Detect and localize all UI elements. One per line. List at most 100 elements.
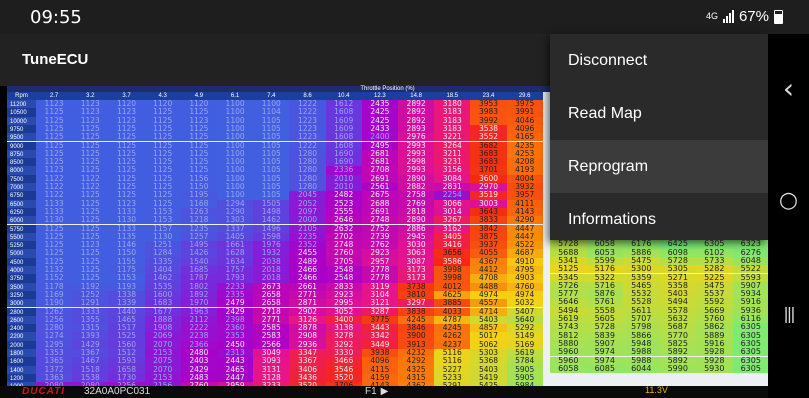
map-cell[interactable]: 5303 xyxy=(470,349,507,358)
map-cell[interactable]: 1125 xyxy=(180,158,217,167)
map-cell[interactable]: 2429 xyxy=(180,365,217,374)
map-cell[interactable]: 3466 xyxy=(325,357,362,366)
map-cell[interactable]: 1123 xyxy=(72,108,109,117)
map-cell[interactable]: 5593 xyxy=(732,273,769,282)
map-cell[interactable]: 1125 xyxy=(36,124,73,134)
map-cell[interactable]: 3775 xyxy=(361,315,398,325)
map-cell[interactable]: 5733 xyxy=(696,256,733,266)
map-cell[interactable]: 4165 xyxy=(506,133,543,142)
map-cell[interactable]: 3838 xyxy=(398,307,435,316)
map-cell[interactable]: 1426 xyxy=(180,249,217,258)
map-cell[interactable]: 5619 xyxy=(550,315,587,324)
map-cell[interactable]: 2105 xyxy=(289,224,326,233)
map-cell[interactable]: 1122 xyxy=(36,174,73,183)
map-cell[interactable]: 4447 xyxy=(506,224,543,233)
map-cell[interactable]: 2632 xyxy=(325,224,362,233)
map-cell[interactable]: 2993 xyxy=(398,141,435,150)
map-cell[interactable]: 4245 xyxy=(398,315,435,325)
map-cell[interactable]: 4290 xyxy=(506,216,543,225)
map-cell[interactable]: 2336 xyxy=(325,166,362,175)
map-cell[interactable]: 4974 xyxy=(470,290,507,300)
map-cell[interactable]: 5125 xyxy=(550,265,587,274)
map-cell[interactable]: 5936 xyxy=(732,306,769,315)
map-cell[interactable]: 5892 xyxy=(659,348,696,357)
map-cell[interactable]: 1355 xyxy=(72,315,109,325)
map-cell[interactable]: 5770 xyxy=(659,331,696,340)
map-cell[interactable]: 4115 xyxy=(361,365,398,374)
map-cell[interactable]: 3292 xyxy=(325,340,362,349)
map-cell[interactable]: 4253 xyxy=(506,149,543,159)
map-cell[interactable]: 1593 xyxy=(108,357,145,366)
map-cell[interactable]: 1608 xyxy=(325,141,362,150)
back-icon[interactable]: ‹ xyxy=(782,72,795,105)
map-cell[interactable]: 2886 xyxy=(398,224,435,233)
map-cell[interactable]: 3342 xyxy=(361,332,398,341)
map-cell[interactable]: 5345 xyxy=(550,273,587,282)
map-cell[interactable]: 4708 xyxy=(470,274,507,283)
map-cell[interactable]: 2466 xyxy=(289,266,326,275)
map-cell[interactable]: 1462 xyxy=(253,216,290,225)
map-cell[interactable]: 1125 xyxy=(108,133,145,142)
map-cell[interactable]: 1222 xyxy=(289,141,326,150)
map-cell[interactable]: 1970 xyxy=(180,299,217,308)
map-cell[interactable]: 2153 xyxy=(144,349,181,358)
map-cell[interactable]: 1125 xyxy=(72,166,109,175)
map-cell[interactable]: 1404 xyxy=(144,266,181,275)
map-cell[interactable]: 5669 xyxy=(696,306,733,315)
map-cell[interactable]: 3030 xyxy=(398,241,435,250)
map-cell[interactable]: 1125 xyxy=(36,108,73,117)
map-cell[interactable]: 3180 xyxy=(434,100,471,109)
map-cell[interactable]: 3049 xyxy=(253,349,290,358)
map-cell[interactable]: 3538 xyxy=(470,124,507,134)
map-cell[interactable]: 1787 xyxy=(180,274,217,283)
map-cell[interactable]: 1190 xyxy=(36,299,73,308)
map-cell[interactable]: 1223 xyxy=(289,116,326,125)
map-cell[interactable]: 2480 xyxy=(180,349,217,358)
map-cell[interactable]: 4910 xyxy=(506,257,543,266)
map-cell[interactable]: 1125 xyxy=(108,183,145,192)
map-cell[interactable]: 3416 xyxy=(434,241,471,250)
map-cell[interactable]: 3810 xyxy=(398,290,435,300)
map-cell[interactable]: 1685 xyxy=(180,266,217,275)
map-cell[interactable]: 1123 xyxy=(36,166,73,175)
menu-item-reprogram[interactable]: Reprogram xyxy=(550,140,768,193)
map-cell[interactable]: 2758 xyxy=(398,191,435,200)
map-cell[interactable]: 3084 xyxy=(434,174,471,183)
map-cell[interactable]: 5974 xyxy=(586,356,623,365)
map-cell[interactable]: 4096 xyxy=(506,124,543,134)
map-cell[interactable]: 2254 xyxy=(434,191,471,200)
map-cell[interactable]: 2646 xyxy=(325,216,362,225)
map-cell[interactable]: 2403 xyxy=(180,357,217,366)
map-cell[interactable]: 2976 xyxy=(398,133,435,142)
map-cell[interactable]: 5825 xyxy=(659,339,696,349)
map-cell[interactable]: 2153 xyxy=(144,373,181,383)
map-cell[interactable]: 1133 xyxy=(36,199,73,208)
map-cell[interactable]: 3846 xyxy=(398,324,435,333)
map-cell[interactable]: 1730 xyxy=(108,373,145,383)
map-cell[interactable]: 1333 xyxy=(72,307,109,316)
map-cell[interactable]: 1123 xyxy=(108,108,145,117)
map-cell[interactable]: 1169 xyxy=(36,290,73,300)
map-cell[interactable]: 1105 xyxy=(253,124,290,134)
map-cell[interactable]: 2313 xyxy=(217,349,254,358)
map-cell[interactable]: 1125 xyxy=(72,158,109,167)
map-cell[interactable]: 5646 xyxy=(550,298,587,307)
map-cell[interactable]: 3014 xyxy=(434,207,471,217)
map-cell[interactable]: 1495 xyxy=(180,241,217,250)
map-cell[interactable]: 5916 xyxy=(732,298,769,307)
map-cell[interactable]: 1125 xyxy=(180,133,217,142)
map-cell[interactable]: 1125 xyxy=(180,124,217,134)
map-cell[interactable]: 5558 xyxy=(586,306,623,315)
map-cell[interactable]: 2691 xyxy=(361,174,398,183)
map-cell[interactable]: 2583 xyxy=(253,332,290,341)
map-cell[interactable]: 1280 xyxy=(36,324,73,333)
map-cell[interactable]: 2998 xyxy=(398,158,435,167)
map-cell[interactable]: 2945 xyxy=(398,232,435,242)
map-cell[interactable]: 3297 xyxy=(398,299,435,308)
map-cell[interactable]: 3519 xyxy=(470,191,507,200)
map-cell[interactable]: 3833 xyxy=(470,216,507,225)
map-cell[interactable]: 1440 xyxy=(108,307,145,316)
map-cell[interactable]: 1135 xyxy=(108,232,145,242)
map-cell[interactable]: 5282 xyxy=(696,265,733,274)
map-cell[interactable]: 1284 xyxy=(144,249,181,258)
